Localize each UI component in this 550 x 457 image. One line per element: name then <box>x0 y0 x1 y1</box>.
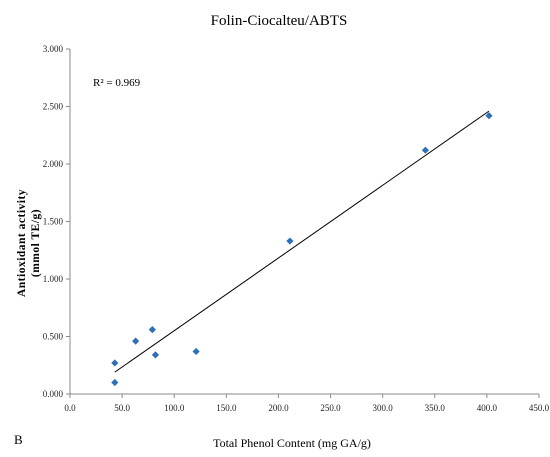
y-axis-title-line2: (mmol TE/g) <box>30 209 42 277</box>
x-tick-label: 100.0 <box>164 403 185 413</box>
y-tick-label: 2.500 <box>43 102 64 112</box>
data-point <box>485 112 493 120</box>
chart-title: Folin-Ciocalteu/ABTS <box>211 13 348 29</box>
y-tick-label: 1.500 <box>43 217 64 227</box>
x-tick-labels: 0.0 50.0 100.0 150.0 200.0 250.0 300.0 350.0 400… <box>64 394 550 413</box>
y-axis-title: Antioxidant activity (mmol TE/g) <box>16 189 42 297</box>
x-tick-label: 50.0 <box>114 403 130 413</box>
x-tick-label: 200.0 <box>268 403 289 413</box>
data-point <box>111 359 119 367</box>
y-tick-label: 0.000 <box>43 389 64 399</box>
x-axis-title: Total Phenol Content (mg GA/g) <box>213 436 371 450</box>
x-tick-label: 450.0 <box>529 403 550 413</box>
trendline-line <box>114 110 490 373</box>
panel-label: B <box>14 432 23 447</box>
y-tick-labels: 0.000 0.500 1.000 1.500 2.000 2.500 3.000 <box>43 44 70 399</box>
x-tick-label: 400.0 <box>477 403 498 413</box>
trendline <box>114 110 490 373</box>
y-tick-label: 0.500 <box>43 332 64 342</box>
y-tick-label: 3.000 <box>43 44 64 54</box>
data-point <box>192 347 200 356</box>
data-points <box>111 112 493 387</box>
x-tick-label: 350.0 <box>425 403 446 413</box>
y-tick-label: 1.000 <box>43 274 64 284</box>
r-squared-annotation: R² = 0.969 <box>93 77 141 89</box>
data-point <box>148 326 156 334</box>
data-point <box>151 351 160 359</box>
x-tick-label: 250.0 <box>320 403 341 413</box>
data-point <box>421 146 429 154</box>
x-tick-label: 0.0 <box>64 403 76 413</box>
y-axis-title-line1: Antioxidant activity <box>16 189 28 297</box>
y-tick-label: 2.000 <box>43 159 64 169</box>
data-point <box>132 337 140 345</box>
data-point <box>111 378 119 387</box>
x-tick-label: 300.0 <box>373 403 394 413</box>
x-tick-label: 150.0 <box>216 403 237 413</box>
data-point <box>286 237 294 245</box>
